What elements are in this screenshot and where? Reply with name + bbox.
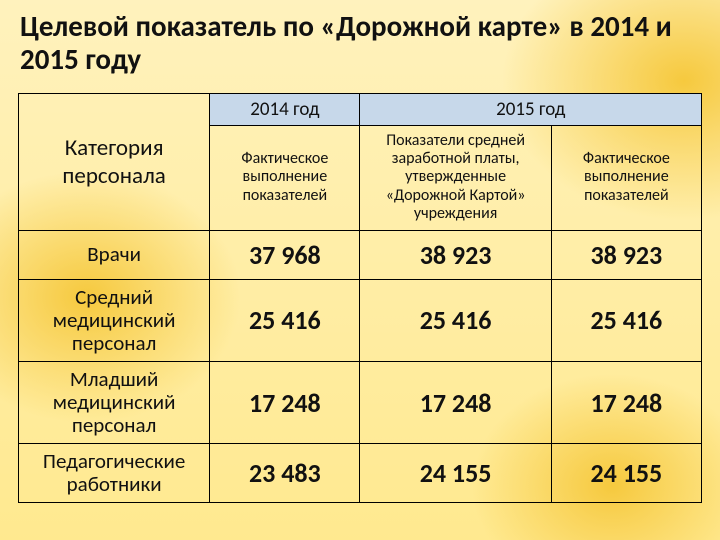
col-2015b-sub: Фактическое выполнение показателей: [551, 125, 701, 230]
col-2014-sub: Фактическое выполнение показателей: [210, 125, 360, 230]
row-label: Младший медицинский персонал: [19, 361, 210, 443]
page-title: Целевой показатель по «Дорожной карте» в…: [20, 10, 702, 77]
col-category-header: Категория персонала: [19, 93, 210, 230]
table-head: Категория персонала 2014 год 2015 год Фа…: [19, 93, 702, 230]
col-2015a-sub: Показатели средней заработной платы, утв…: [360, 125, 551, 230]
row-label: Педагогические работники: [19, 444, 210, 503]
table-row: Младший медицинский персонал 17 248 17 2…: [19, 361, 702, 443]
cell-2015a: 24 155: [360, 444, 551, 503]
cell-2015a: 17 248: [360, 361, 551, 443]
target-table: Категория персонала 2014 год 2015 год Фа…: [18, 93, 702, 504]
cell-2015a: 25 416: [360, 279, 551, 361]
cell-2014: 23 483: [210, 444, 360, 503]
col-2014-header: 2014 год: [210, 93, 360, 125]
cell-2015b: 38 923: [551, 230, 701, 279]
cell-2014: 17 248: [210, 361, 360, 443]
table-row: Педагогические работники 23 483 24 155 2…: [19, 444, 702, 503]
row-label: Врачи: [19, 230, 210, 279]
row-label: Средний медицинский персонал: [19, 279, 210, 361]
cell-2015b: 17 248: [551, 361, 701, 443]
table-row: Врачи 37 968 38 923 38 923: [19, 230, 702, 279]
cell-2015b: 25 416: [551, 279, 701, 361]
table-row: Средний медицинский персонал 25 416 25 4…: [19, 279, 702, 361]
cell-2015a: 38 923: [360, 230, 551, 279]
cell-2014: 25 416: [210, 279, 360, 361]
table-body: Врачи 37 968 38 923 38 923 Средний медиц…: [19, 230, 702, 503]
slide: Целевой показатель по «Дорожной карте» в…: [0, 0, 720, 540]
cell-2015b: 24 155: [551, 444, 701, 503]
table-head-row-years: Категория персонала 2014 год 2015 год: [19, 93, 702, 125]
cell-2014: 37 968: [210, 230, 360, 279]
col-2015-header: 2015 год: [360, 93, 702, 125]
